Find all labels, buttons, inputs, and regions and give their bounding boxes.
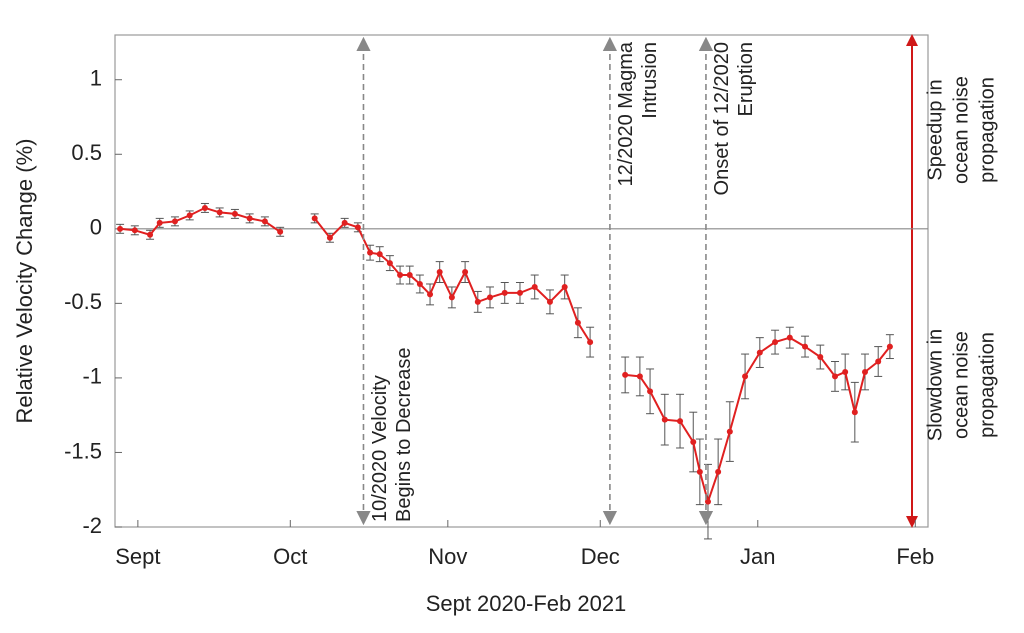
data-point <box>501 289 508 296</box>
data-point <box>817 354 824 361</box>
data-point <box>156 219 163 226</box>
side-label: ocean noise <box>950 76 972 184</box>
data-point <box>726 428 733 435</box>
data-point <box>231 210 238 217</box>
event-label: Begins to Decrease <box>393 347 415 522</box>
side-label: propagation <box>976 77 998 183</box>
data-point <box>186 212 193 219</box>
y-tick-label: 1 <box>90 66 102 91</box>
data-point <box>561 283 568 290</box>
y-tick-label: -1.5 <box>64 438 102 463</box>
data-point <box>690 439 697 446</box>
data-point <box>786 334 793 341</box>
data-point <box>531 283 538 290</box>
data-point <box>742 373 749 380</box>
data-point <box>842 368 849 375</box>
y-axis-label: Relative Velocity Change (%) <box>12 139 37 424</box>
data-point <box>474 298 481 305</box>
data-point <box>886 343 893 350</box>
data-point <box>436 269 443 276</box>
data-point <box>397 272 404 279</box>
data-point <box>587 339 594 346</box>
data-point <box>661 416 668 423</box>
x-tick-label: Oct <box>273 544 307 569</box>
data-point <box>201 204 208 211</box>
x-tick-label: Jan <box>740 544 775 569</box>
x-tick-label: Dec <box>581 544 620 569</box>
data-point <box>246 215 253 222</box>
data-point <box>772 339 779 346</box>
data-point <box>117 225 124 232</box>
data-point <box>171 218 178 225</box>
event-label: Eruption <box>735 42 757 117</box>
event-label: Onset of 12/2020 <box>711 42 733 195</box>
data-point <box>875 358 882 365</box>
y-tick-label: -1 <box>82 364 102 389</box>
data-point <box>216 209 223 216</box>
data-point <box>386 260 393 267</box>
data-point <box>756 349 763 356</box>
data-point <box>341 219 348 226</box>
data-point <box>261 218 268 225</box>
data-point <box>677 418 684 425</box>
data-point <box>486 294 493 301</box>
x-axis-label: Sept 2020-Feb 2021 <box>426 591 627 616</box>
data-point <box>546 298 553 305</box>
y-tick-label: 0.5 <box>71 140 102 165</box>
data-point <box>376 251 383 258</box>
data-point <box>802 343 809 350</box>
data-point <box>715 468 722 475</box>
data-point <box>696 468 703 475</box>
data-point <box>636 373 643 380</box>
y-tick-label: 0 <box>90 215 102 240</box>
side-label: Speedup in <box>924 79 946 180</box>
y-tick-label: -2 <box>82 513 102 538</box>
data-point <box>367 249 374 256</box>
data-point <box>147 231 154 238</box>
data-point <box>647 388 654 395</box>
side-label: propagation <box>976 332 998 438</box>
data-point <box>622 371 629 378</box>
plot-frame <box>114 34 929 528</box>
event-label: 10/2020 Velocity <box>369 375 391 522</box>
data-point <box>406 272 413 279</box>
event-label: 12/2020 Magma <box>615 41 637 186</box>
side-label: Slowdown in <box>924 329 946 441</box>
data-point <box>416 280 423 287</box>
data-point <box>311 215 318 222</box>
side-label: ocean noise <box>950 331 972 439</box>
y-tick-label: -0.5 <box>64 289 102 314</box>
data-point <box>861 368 868 375</box>
data-point <box>851 409 858 416</box>
data-point <box>448 294 455 301</box>
data-point <box>427 291 434 298</box>
data-point <box>516 289 523 296</box>
x-tick-label: Sept <box>115 544 160 569</box>
event-label: Intrusion <box>639 42 661 119</box>
data-point <box>354 224 361 231</box>
x-tick-label: Nov <box>428 544 467 569</box>
data-point <box>277 228 284 235</box>
data-line <box>119 206 891 506</box>
data-point <box>574 319 581 326</box>
data-point <box>131 227 138 234</box>
data-point <box>326 234 333 241</box>
x-tick-label: Feb <box>896 544 934 569</box>
data-point <box>832 373 839 380</box>
data-point <box>462 269 469 276</box>
